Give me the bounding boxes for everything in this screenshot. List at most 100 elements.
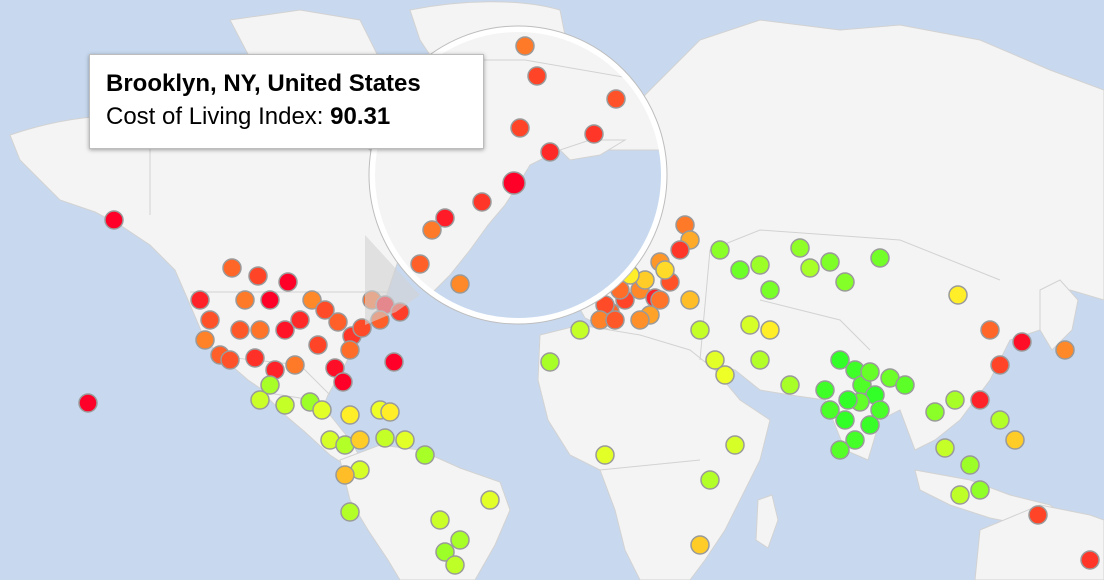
selected-city-marker[interactable] xyxy=(502,171,526,195)
magnified-city-marker[interactable] xyxy=(515,36,535,56)
city-marker[interactable] xyxy=(705,350,725,370)
city-marker[interactable] xyxy=(670,240,690,260)
city-marker[interactable] xyxy=(690,320,710,340)
city-marker[interactable] xyxy=(730,260,750,280)
city-marker[interactable] xyxy=(650,290,670,310)
city-marker[interactable] xyxy=(328,312,348,332)
city-marker[interactable] xyxy=(235,290,255,310)
city-marker[interactable] xyxy=(948,285,968,305)
city-marker[interactable] xyxy=(222,258,242,278)
city-marker[interactable] xyxy=(250,320,270,340)
city-marker[interactable] xyxy=(200,310,220,330)
city-marker[interactable] xyxy=(340,340,360,360)
city-marker[interactable] xyxy=(820,400,840,420)
city-marker[interactable] xyxy=(302,290,322,310)
city-marker[interactable] xyxy=(680,290,700,310)
city-marker[interactable] xyxy=(830,350,850,370)
city-marker[interactable] xyxy=(760,280,780,300)
city-marker[interactable] xyxy=(540,352,560,372)
city-marker[interactable] xyxy=(195,330,215,350)
city-marker[interactable] xyxy=(275,320,295,340)
city-marker[interactable] xyxy=(605,310,625,330)
city-marker[interactable] xyxy=(780,375,800,395)
city-marker[interactable] xyxy=(315,300,335,320)
city-marker[interactable] xyxy=(925,402,945,422)
city-marker[interactable] xyxy=(340,405,360,425)
city-marker[interactable] xyxy=(384,352,404,372)
city-marker[interactable] xyxy=(78,393,98,413)
city-marker[interactable] xyxy=(250,390,270,410)
city-marker[interactable] xyxy=(595,445,615,465)
magnified-city-marker[interactable] xyxy=(606,89,626,109)
city-marker[interactable] xyxy=(750,350,770,370)
city-marker[interactable] xyxy=(630,310,650,330)
city-marker[interactable] xyxy=(715,365,735,385)
city-marker[interactable] xyxy=(760,320,780,340)
city-marker[interactable] xyxy=(710,240,730,260)
city-marker[interactable] xyxy=(1028,505,1048,525)
city-marker[interactable] xyxy=(395,430,415,450)
city-marker[interactable] xyxy=(870,400,890,420)
city-marker[interactable] xyxy=(690,535,710,555)
city-marker[interactable] xyxy=(340,502,360,522)
city-marker[interactable] xyxy=(1012,332,1032,352)
city-marker[interactable] xyxy=(750,255,770,275)
magnified-city-marker[interactable] xyxy=(472,192,492,212)
city-marker[interactable] xyxy=(725,435,745,455)
city-marker[interactable] xyxy=(380,402,400,422)
city-marker[interactable] xyxy=(870,248,890,268)
city-marker[interactable] xyxy=(104,210,124,230)
city-marker[interactable] xyxy=(820,252,840,272)
city-marker[interactable] xyxy=(835,272,855,292)
city-marker[interactable] xyxy=(740,315,760,335)
city-marker[interactable] xyxy=(815,380,835,400)
city-marker[interactable] xyxy=(480,490,500,510)
city-marker[interactable] xyxy=(415,445,435,465)
city-marker[interactable] xyxy=(945,390,965,410)
city-marker[interactable] xyxy=(260,375,280,395)
city-marker[interactable] xyxy=(800,258,820,278)
city-marker[interactable] xyxy=(450,530,470,550)
city-marker[interactable] xyxy=(275,395,295,415)
magnified-city-marker[interactable] xyxy=(410,254,430,274)
city-marker[interactable] xyxy=(950,485,970,505)
city-marker[interactable] xyxy=(245,348,265,368)
magnified-city-marker[interactable] xyxy=(527,66,547,86)
magnified-city-marker[interactable] xyxy=(435,208,455,228)
city-marker[interactable] xyxy=(278,272,298,292)
city-marker[interactable] xyxy=(895,375,915,395)
city-marker[interactable] xyxy=(260,290,280,310)
magnified-city-marker[interactable] xyxy=(450,274,470,294)
city-marker[interactable] xyxy=(290,310,310,330)
magnified-city-marker[interactable] xyxy=(510,118,530,138)
city-marker[interactable] xyxy=(935,438,955,458)
magnified-city-marker[interactable] xyxy=(422,220,442,240)
city-marker[interactable] xyxy=(333,372,353,392)
city-marker[interactable] xyxy=(285,355,305,375)
city-marker[interactable] xyxy=(230,320,250,340)
city-marker[interactable] xyxy=(990,355,1010,375)
city-marker[interactable] xyxy=(1005,430,1025,450)
city-marker[interactable] xyxy=(1080,550,1100,570)
city-marker[interactable] xyxy=(435,542,455,562)
city-marker[interactable] xyxy=(220,350,240,370)
city-marker[interactable] xyxy=(430,510,450,530)
city-marker[interactable] xyxy=(248,266,268,286)
city-marker[interactable] xyxy=(980,320,1000,340)
city-marker[interactable] xyxy=(700,470,720,490)
city-marker[interactable] xyxy=(835,410,855,430)
magnified-city-marker[interactable] xyxy=(540,142,560,162)
city-marker[interactable] xyxy=(960,455,980,475)
city-marker[interactable] xyxy=(375,428,395,448)
marker-layer[interactable] xyxy=(78,210,1100,575)
city-marker[interactable] xyxy=(1055,340,1075,360)
city-marker[interactable] xyxy=(350,430,370,450)
magnified-city-marker[interactable] xyxy=(584,124,604,144)
city-marker[interactable] xyxy=(570,320,590,340)
city-marker[interactable] xyxy=(445,555,465,575)
city-marker[interactable] xyxy=(845,430,865,450)
city-marker[interactable] xyxy=(990,410,1010,430)
city-marker[interactable] xyxy=(190,290,210,310)
city-marker[interactable] xyxy=(312,400,332,420)
